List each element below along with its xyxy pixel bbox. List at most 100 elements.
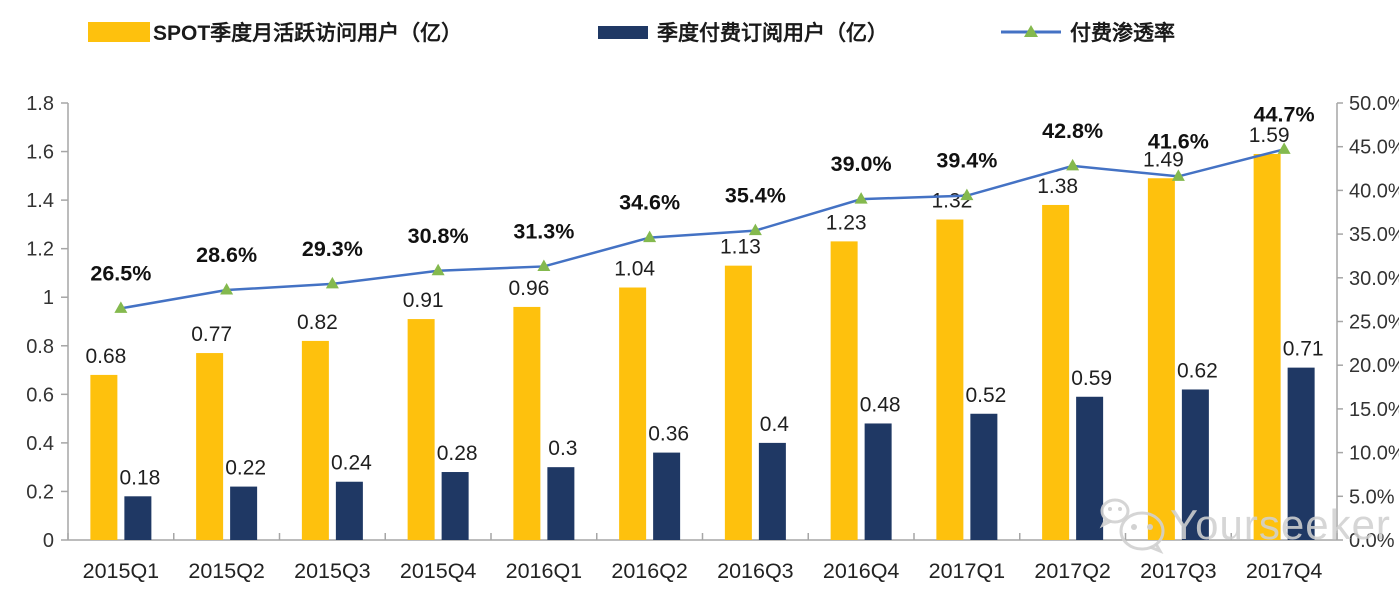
bar-mau-2016Q2 (619, 287, 647, 540)
y-axis-right-tick-label: 35.0% (1349, 224, 1399, 246)
y-axis-left-tick-label: 1.4 (26, 190, 54, 212)
rate-marker (220, 283, 234, 295)
bar-label-subs: 0.62 (1177, 359, 1218, 382)
x-axis-category-label: 2016Q1 (506, 559, 583, 583)
legend-label-mau: SPOT季度月活跃访问用户（亿） (153, 22, 463, 45)
rate-marker (431, 263, 445, 276)
rate-marker (114, 301, 128, 313)
legend-item-mau: SPOT季度月活跃访问用户（亿） (88, 16, 462, 48)
bar-subs-2015Q1 (124, 496, 152, 540)
rate-line (120, 148, 1285, 310)
x-axis-category-label: 2017Q1 (929, 559, 1006, 583)
rate-marker (1066, 158, 1080, 171)
x-axis-category-label: 2016Q4 (823, 559, 900, 583)
bar-mau-2016Q3 (724, 265, 752, 540)
bar-mau-2015Q1 (90, 374, 118, 540)
rate-marker (854, 192, 868, 204)
legend-line-marker (1001, 25, 1061, 37)
bar-mau-2016Q1 (513, 306, 541, 540)
rate-label: 29.3% (302, 237, 363, 261)
bar-subs-2015Q2 (230, 486, 258, 540)
y-axis-right-tick-label: 5.0% (1349, 486, 1395, 508)
x-axis-category-label: 2017Q3 (1140, 559, 1217, 583)
x-axis-category-label: 2016Q3 (717, 559, 794, 583)
bar-label-subs: 0.3 (548, 437, 577, 460)
bar-label-mau: 0.82 (297, 311, 338, 334)
bar-mau-2015Q4 (407, 319, 435, 540)
rate-marker (537, 259, 551, 271)
rate-label: 42.8% (1042, 119, 1103, 143)
y-axis-right-tick-label: 50.0% (1349, 93, 1399, 115)
bar-subs-2015Q4 (441, 472, 469, 540)
rate-marker (643, 230, 657, 243)
legend-item-subs: 季度付费订阅用户（亿） (598, 16, 888, 48)
rate-marker (748, 223, 762, 236)
bar-label-subs: 0.24 (331, 452, 372, 475)
x-axis-category-label: 2015Q4 (400, 559, 477, 583)
x-axis-category-label: 2017Q4 (1246, 559, 1323, 583)
y-axis-left-tick-label: 0.4 (26, 433, 54, 455)
bar-label-subs: 0.28 (437, 442, 478, 465)
rate-label: 30.8% (408, 224, 469, 248)
legend-swatch-mau (88, 22, 150, 42)
bar-label-subs: 0.22 (225, 457, 266, 480)
bar-label-subs: 0.36 (648, 423, 689, 446)
y-axis-left-tick-label: 1.6 (26, 142, 54, 164)
y-axis-right-tick-label: 45.0% (1349, 137, 1399, 159)
bar-label-subs: 0.71 (1283, 338, 1324, 361)
rate-label: 41.6% (1148, 129, 1209, 153)
x-axis-category-label: 2016Q2 (611, 559, 688, 583)
rate-label: 34.6% (619, 191, 680, 215)
bar-mau-2015Q3 (301, 340, 329, 540)
y-axis-right-tick-label: 10.0% (1349, 443, 1399, 465)
bar-subs-2016Q4 (864, 423, 892, 540)
legend-label-subs: 季度付费订阅用户（亿） (657, 22, 888, 45)
rate-label: 39.0% (831, 152, 892, 176)
bar-label-subs: 0.59 (1071, 367, 1112, 390)
y-axis-left-tick-label: 0.2 (26, 481, 54, 503)
legend-item-rate: 付费渗透率 (1000, 16, 1175, 48)
bar-subs-2016Q2 (653, 452, 681, 540)
bar-subs-2017Q3 (1181, 389, 1209, 540)
bar-subs-2016Q3 (758, 442, 786, 540)
rate-marker (1171, 169, 1185, 181)
rate-marker (325, 276, 339, 289)
bar-label-mau: 0.91 (403, 289, 444, 312)
bar-mau-2017Q3 (1147, 178, 1175, 540)
bar-mau-2015Q2 (196, 353, 224, 540)
y-axis-left-tick-label: 0 (43, 530, 54, 552)
bar-mau-2017Q4 (1253, 153, 1281, 540)
bar-mau-2017Q2 (1042, 204, 1070, 540)
x-axis-category-label: 2015Q3 (294, 559, 371, 583)
bar-label-subs: 0.48 (860, 393, 901, 416)
bar-subs-2017Q1 (970, 413, 998, 540)
rate-marker (1277, 142, 1291, 154)
bar-label-mau: 1.59 (1249, 124, 1290, 147)
x-axis-category-label: 2015Q1 (83, 559, 160, 583)
legend: SPOT季度月活跃访问用户（亿） 季度付费订阅用户（亿） 付费渗透率 (0, 16, 1399, 50)
y-axis-right-tick-label: 20.0% (1349, 355, 1399, 377)
legend-label-rate: 付费渗透率 (1070, 22, 1175, 45)
bar-label-mau: 0.96 (508, 277, 549, 300)
bar-label-subs: 0.4 (760, 413, 790, 436)
y-axis-right-tick-label: 30.0% (1349, 268, 1399, 290)
y-axis-left-tick-label: 1.8 (26, 93, 54, 115)
bar-label-mau: 1.23 (826, 211, 867, 234)
y-axis-right-tick-label: 25.0% (1349, 312, 1399, 334)
rate-label: 35.4% (725, 184, 786, 208)
bar-label-subs: 0.52 (965, 384, 1006, 407)
bar-subs-2015Q3 (335, 481, 363, 540)
y-axis-right-tick-label: 40.0% (1349, 180, 1399, 202)
y-axis-left-tick-label: 1 (43, 287, 54, 309)
y-axis-left-tick-label: 0.8 (26, 336, 54, 358)
rate-label: 39.4% (936, 149, 997, 173)
bar-label-mau: 0.77 (191, 323, 232, 346)
x-axis-category-label: 2015Q2 (188, 559, 265, 583)
rate-marker (960, 188, 974, 201)
y-axis-left-tick-label: 1.2 (26, 239, 54, 261)
bar-label-subs: 0.18 (119, 466, 160, 489)
rate-label: 31.3% (513, 219, 574, 243)
y-axis-left-tick-label: 0.6 (26, 384, 54, 406)
